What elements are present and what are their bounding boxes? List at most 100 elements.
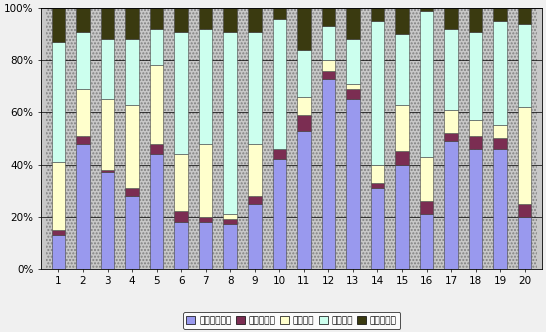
Bar [346,40,360,84]
Bar [297,130,311,269]
Bar [199,222,212,269]
Bar [464,8,488,269]
Bar [150,154,163,269]
Bar [52,8,65,42]
Bar [174,154,188,211]
Bar [346,84,360,89]
Bar [420,201,434,214]
Bar [316,8,341,269]
Bar [126,196,139,269]
Bar [292,8,316,269]
Bar [297,115,311,130]
Bar [371,165,384,183]
Bar [420,11,434,157]
Bar [518,8,531,24]
Bar [150,144,163,154]
Bar [322,71,335,79]
Bar [346,99,360,269]
Bar [346,89,360,99]
Bar [76,144,90,269]
Bar [371,8,384,21]
Bar [488,8,512,269]
Legend: すでに実施済, 極めて容易, やや容易, やや困難, 極めて困難: すでに実施済, 極めて容易, やや容易, やや困難, 極めて困難 [183,312,400,329]
Bar [150,65,163,144]
Bar [494,8,507,21]
Bar [126,40,139,105]
Bar [101,99,114,170]
Bar [444,8,458,29]
Bar [518,24,531,107]
Bar [395,165,409,269]
Bar [494,149,507,269]
Bar [71,8,96,269]
Bar [469,8,482,32]
Bar [272,19,286,149]
Bar [76,8,90,32]
Bar [199,217,212,222]
Bar [150,29,163,65]
Bar [144,8,169,269]
Bar [439,8,464,269]
Bar [248,32,262,144]
Bar [76,89,90,136]
Bar [322,8,335,27]
Bar [242,8,267,269]
Bar [248,8,262,32]
Bar [223,32,237,214]
Bar [518,107,531,204]
Bar [420,8,434,11]
Bar [322,60,335,71]
Bar [52,235,65,269]
Bar [223,8,237,32]
Bar [469,120,482,136]
Bar [223,224,237,269]
Bar [494,21,507,125]
Bar [76,136,90,144]
Bar [126,8,139,40]
Bar [494,138,507,149]
Bar [297,8,311,50]
Bar [199,8,212,29]
Bar [390,8,414,269]
Bar [218,8,242,269]
Bar [174,32,188,154]
Bar [174,211,188,222]
Bar [469,136,482,149]
Bar [444,110,458,133]
Bar [52,162,65,230]
Bar [297,50,311,97]
Bar [126,188,139,196]
Bar [371,188,384,269]
Bar [322,79,335,269]
Bar [199,29,212,144]
Bar [395,34,409,105]
Bar [395,105,409,151]
Bar [150,8,163,29]
Bar [101,40,114,99]
Bar [414,8,439,269]
Bar [248,196,262,204]
Bar [248,144,262,196]
Bar [96,8,120,269]
Bar [444,133,458,141]
Bar [322,27,335,60]
Bar [518,204,531,217]
Bar [420,157,434,201]
Bar [267,8,292,269]
Bar [199,144,212,217]
Bar [444,141,458,269]
Bar [494,125,507,138]
Bar [272,8,286,19]
Bar [341,8,365,269]
Bar [420,214,434,269]
Bar [518,217,531,269]
Bar [272,149,286,159]
Bar [469,32,482,120]
Bar [126,105,139,188]
Bar [371,183,384,188]
Bar [512,8,537,269]
Bar [365,8,390,269]
Bar [101,172,114,269]
Bar [248,204,262,269]
Bar [46,8,71,269]
